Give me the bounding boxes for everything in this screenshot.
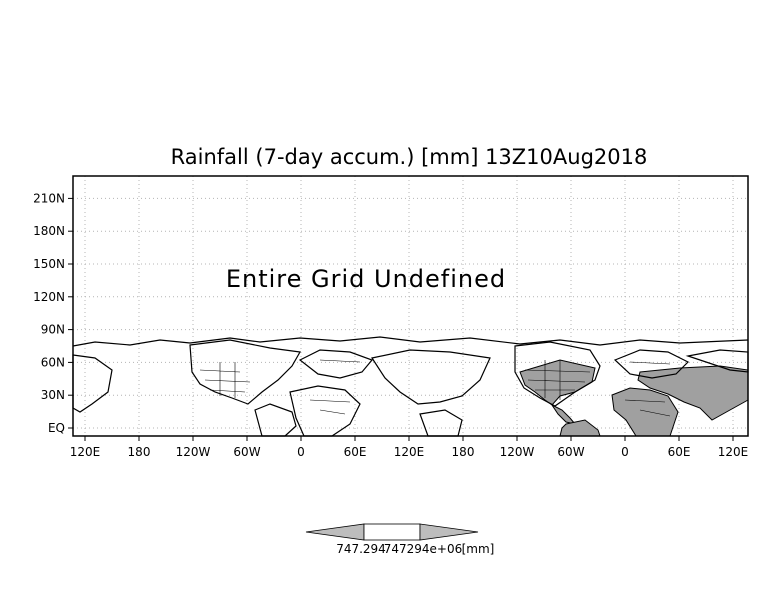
colorbar-label-low: 747.294 <box>336 542 386 556</box>
y-tick-label: 180N <box>33 224 65 238</box>
north-america-outline-2 <box>514 341 601 407</box>
x-tick-label: 60W <box>233 445 260 459</box>
y-tick-label: 210N <box>33 191 65 205</box>
highlighted-land-region <box>519 359 749 437</box>
x-tick-label: 60E <box>344 445 367 459</box>
arctic-coast-outline <box>72 336 749 347</box>
africa-outline-1 <box>289 385 361 437</box>
y-tick-label: 120N <box>33 290 65 304</box>
north-america-highlight <box>519 359 596 406</box>
y-tick-label: 60N <box>41 355 65 369</box>
x-tick-label: 180 <box>128 445 151 459</box>
east-asia-outline-1 <box>72 354 113 413</box>
north-america-outline-1 <box>189 339 301 405</box>
y-tick-label: EQ <box>48 421 65 435</box>
y-tick-label: 150N <box>33 257 65 271</box>
x-tick-label: 120E <box>394 445 425 459</box>
africa-highlight <box>611 387 679 437</box>
colorbar-center-box <box>363 523 421 541</box>
annotation-group: Entire Grid Undefined <box>226 265 506 293</box>
asia-highlight <box>637 365 749 421</box>
x-tick-label: 120W <box>500 445 535 459</box>
asia-outline-1 <box>371 349 491 405</box>
country-borders <box>199 359 671 417</box>
south-america-outline-1 <box>254 403 297 437</box>
x-tick-label: 0 <box>621 445 629 459</box>
borders-americas-2 <box>524 360 591 400</box>
colorbar: 747.294 747294e+06 [mm] <box>305 523 495 556</box>
x-tick-label: 60E <box>668 445 691 459</box>
europe-outline-2 <box>613 349 690 379</box>
x-tick-label: 0 <box>297 445 305 459</box>
y-tick-label: 30N <box>41 388 65 402</box>
plot-frame <box>72 175 749 437</box>
europe-outline-1 <box>298 349 374 379</box>
colorbar-label-high: 747294e+06 <box>384 542 463 556</box>
undefined-grid-annotation: Entire Grid Undefined <box>226 265 506 293</box>
y-tick-label: 90N <box>41 323 65 337</box>
central-america-highlight <box>550 403 577 425</box>
colorbar-left-triangle <box>305 523 365 541</box>
colorbar-unit: [mm] <box>462 542 495 556</box>
borders-americas-1 <box>199 362 251 398</box>
coastlines <box>72 336 749 437</box>
chart-title: Rainfall (7-day accum.) [mm] 13Z10Aug201… <box>171 145 648 169</box>
x-tick-label: 120W <box>176 445 211 459</box>
x-tick-label: 60W <box>557 445 584 459</box>
x-tick-label: 120E <box>718 445 749 459</box>
x-axis-ticks: 120E 180 120W 60W 0 60E 120E 180 120W 60W 0 60E 120E <box>70 436 749 459</box>
borders-europe-asia <box>309 359 671 417</box>
colorbar-right-triangle <box>419 523 479 541</box>
world-map-outline <box>72 336 749 437</box>
y-axis-ticks: EQ 30N 60N 90N 120N 150N 180N 210N <box>33 191 73 435</box>
x-tick-label: 180 <box>452 445 475 459</box>
australia-outline <box>419 409 463 437</box>
x-tick-label: 120E <box>70 445 101 459</box>
